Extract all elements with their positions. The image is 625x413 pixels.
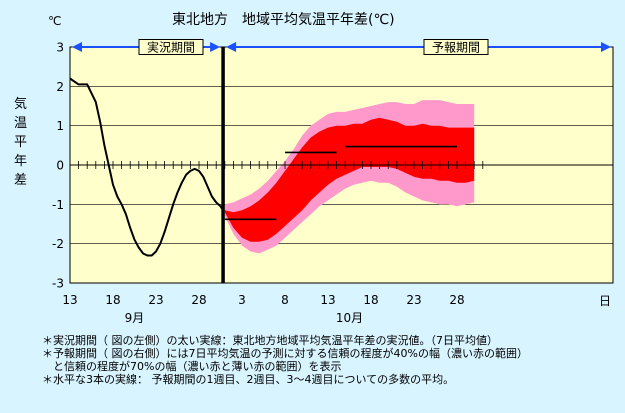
band-40-percent xyxy=(224,117,475,242)
y-tick-label: 0 xyxy=(56,159,64,173)
period-arrow-head-left-2 xyxy=(226,42,237,52)
x-tick-label: 23 xyxy=(406,293,421,307)
weekly-mean-lines xyxy=(224,145,457,221)
x-tick-label: 28 xyxy=(449,293,464,307)
y-label-char: 平 xyxy=(14,135,27,150)
zero-axis xyxy=(69,161,613,169)
forecast-bands xyxy=(224,100,475,254)
period-tag-label-1: 実況期間 xyxy=(147,40,195,55)
period-tag-label-2: 予報期間 xyxy=(432,41,480,55)
month-labels: 9月 10月 xyxy=(125,311,363,325)
y-tick-label: 3 xyxy=(56,41,64,55)
x-tick-label: 8 xyxy=(281,293,289,307)
observed-line xyxy=(69,77,224,257)
month-label: 9月 xyxy=(125,311,145,325)
y-label-char: 年 xyxy=(14,154,27,169)
x-tick-label: 18 xyxy=(105,293,120,307)
period-tag-box-1 xyxy=(138,39,204,55)
x-tick-label: 28 xyxy=(191,293,206,307)
chart-title: 東北地方 地域平均気温平年差(℃) xyxy=(172,12,395,28)
note-means: ＊水平な3本の実線： 予報期間の1週目、2週目、3〜4週目についての多数の平均。 xyxy=(42,373,455,386)
x-tick-labels: 13 18 23 28 3 8 13 18 23 28 xyxy=(62,293,464,307)
y-tick-label: 1 xyxy=(56,119,64,133)
y-label-char: 気 xyxy=(14,96,27,112)
x-tick-label: 13 xyxy=(62,293,77,307)
y-axis-label: 気温平年差 xyxy=(14,96,27,188)
period-tag-box-2 xyxy=(423,39,489,55)
observed-series xyxy=(69,77,224,257)
note-forecast-cont: と信頼の程度が70%の幅（濃い赤と薄い赤の範囲）を表示 xyxy=(42,360,342,373)
x-tick-label: 18 xyxy=(363,293,378,307)
period-arrow-head-left-1 xyxy=(72,42,82,52)
month-label: 10月 xyxy=(336,311,363,325)
note-forecast: ＊予報期間（ 図の右側）には7日平均気温の予測に対する信頼の程度が40%の幅（濃… xyxy=(42,347,528,360)
y-label-char: 温 xyxy=(14,116,27,131)
chart-notes: ＊実況期間（ 図の左側）の太い実線：東北地方地域平均気温平年差の実況値。（7日平… xyxy=(42,334,617,386)
note-observed: ＊実況期間（ 図の左側）の太い実線：東北地方地域平均気温平年差の実況値。（7日平… xyxy=(42,334,498,347)
x-tick-label: 13 xyxy=(320,293,335,307)
x-tick-label: 3 xyxy=(238,293,246,307)
x-tick-label: 23 xyxy=(148,293,163,307)
y-tick-label: 2 xyxy=(56,80,64,94)
y-label-char: 差 xyxy=(14,173,27,188)
period-arrow-head-right-1 xyxy=(210,42,221,52)
y-tick-label: -2 xyxy=(52,237,64,251)
period-arrow-head-right-2 xyxy=(601,42,611,52)
y-tick-labels: -3 -2 -1 0 1 2 3 xyxy=(52,41,64,291)
period-arrows: 実況期間 予報期間 xyxy=(72,39,611,55)
x-unit-label: 日 xyxy=(599,294,611,308)
y-tick-label: -3 xyxy=(52,277,64,291)
y-tick-label: -1 xyxy=(52,198,64,212)
y-unit-label: ℃ xyxy=(48,14,61,28)
